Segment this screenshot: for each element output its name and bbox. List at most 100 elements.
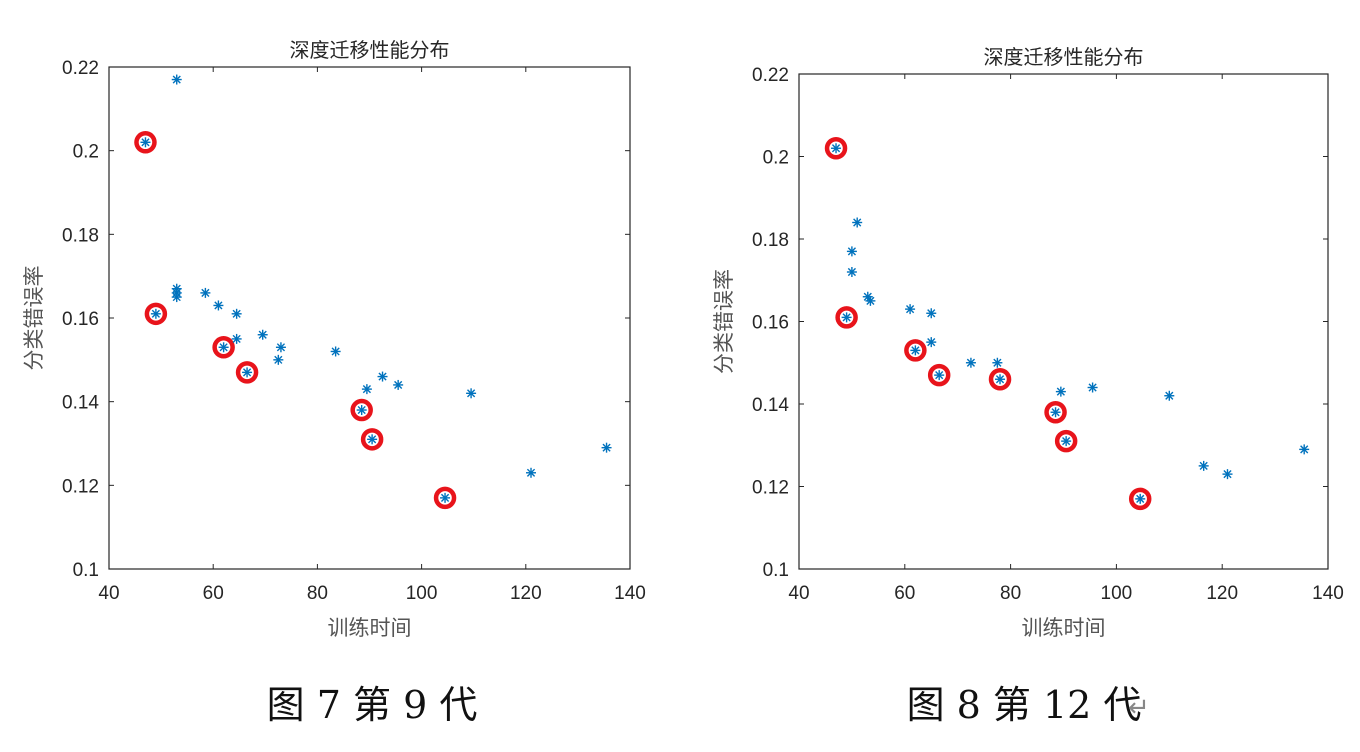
x-tick-label: 100 [1101, 583, 1133, 604]
caption-figure-8: 图 8 第 12 代 [907, 683, 1142, 727]
figure-captions: 图 7 第 9 代 图 8 第 12 代 ↵ [267, 683, 1150, 727]
data-point-asterisk [965, 357, 976, 368]
asterisk-stroke [1062, 437, 1071, 446]
asterisk-stroke [214, 301, 223, 310]
data-point-asterisk [218, 342, 229, 353]
asterisk-stroke [232, 309, 241, 318]
highlight-circle [1128, 487, 1152, 511]
asterisk-stroke [1300, 445, 1309, 454]
x-axis-label: 训练时间 [328, 616, 412, 640]
highlight-circle [350, 398, 373, 422]
data-point-asterisk [466, 388, 477, 399]
data-point-asterisk [1135, 493, 1146, 504]
asterisk-stroke [276, 343, 286, 352]
x-tick-label: 80 [1000, 583, 1021, 604]
data-point-asterisk [1087, 382, 1098, 393]
data-point-asterisk [865, 295, 876, 306]
y-axis-label: 分类错误率 [712, 269, 736, 374]
x-tick-label: 100 [406, 583, 438, 604]
asterisk-stroke [1051, 408, 1060, 417]
asterisk-stroke [368, 435, 377, 444]
y-tick-label: 0.1 [73, 560, 99, 581]
asterisk-stroke [394, 380, 403, 390]
y-tick-label: 0.18 [752, 230, 789, 251]
data-point-asterisk [846, 246, 857, 257]
data-point-asterisk [526, 467, 537, 478]
data-point-asterisk [1222, 469, 1233, 480]
asterisk-stroke [927, 309, 936, 318]
asterisk-stroke [842, 313, 851, 322]
asterisk-stroke [1223, 470, 1232, 479]
asterisk-stroke [378, 372, 387, 381]
asterisk-stroke [440, 493, 450, 502]
highlight-circle [1054, 429, 1078, 453]
asterisk-stroke [927, 338, 936, 347]
asterisk-stroke [1056, 387, 1065, 396]
y-tick-label: 0.16 [752, 313, 789, 334]
data-point-asterisk [934, 370, 945, 381]
plot-frame [798, 73, 1329, 570]
y-tick-label: 0.14 [62, 393, 99, 414]
highlight-circle [904, 339, 927, 362]
asterisk-stroke [602, 443, 611, 452]
asterisk-stroke [1199, 461, 1208, 470]
asterisk-stroke [905, 305, 915, 314]
data-point-asterisk [213, 300, 224, 311]
data-point-asterisk [200, 287, 211, 298]
highlight-circle [927, 363, 951, 387]
asterisk-stroke [995, 375, 1005, 384]
data-point-asterisk [1198, 460, 1209, 471]
highlight-circle [360, 428, 384, 451]
data-point-asterisk [1055, 386, 1066, 397]
data-point-asterisk [910, 345, 921, 356]
y-tick-label: 0.22 [62, 58, 99, 79]
highlight-circle [824, 137, 848, 160]
asterisk-stroke [866, 296, 875, 305]
x-tick-label: 140 [614, 583, 646, 604]
data-point-asterisk [231, 333, 242, 344]
plot-frame [108, 66, 631, 570]
data-point-asterisk [361, 384, 372, 395]
highlight-circle [235, 361, 259, 384]
data-point-asterisk [257, 329, 268, 340]
y-tick-label: 0.12 [752, 478, 789, 499]
data-point-asterisk [852, 217, 863, 228]
data-point-asterisk [330, 346, 341, 357]
return-symbol: ↵ [1128, 693, 1150, 723]
x-tick-label: 120 [510, 583, 542, 604]
asterisk-stroke [274, 355, 283, 364]
highlight-circle [134, 131, 157, 154]
asterisk-stroke [853, 218, 862, 227]
asterisk-stroke [357, 405, 366, 415]
asterisk-stroke [201, 288, 210, 297]
data-point-asterisk [995, 374, 1006, 385]
asterisk-stroke [242, 368, 252, 377]
scatter-chart-gen-9: 40 60 80 100 120 140 0.1 0.12 0.14 0.16 0.18 0.2 0.2… [22, 38, 646, 640]
data-point-asterisk [1050, 407, 1061, 418]
data-point-asterisk [1164, 390, 1175, 401]
asterisk-stroke [258, 330, 267, 339]
data-point-asterisk [273, 354, 284, 365]
data-point-asterisk [1061, 436, 1072, 447]
data-point-asterisk [150, 308, 161, 319]
data-point-asterisk [926, 337, 937, 348]
asterisk-stroke [467, 389, 476, 398]
highlight-circle [144, 302, 168, 326]
data-point-asterisk [1299, 444, 1310, 455]
x-tick-label: 60 [894, 583, 915, 604]
x-tick-label: 80 [307, 583, 328, 604]
data-point-asterisk [356, 405, 367, 416]
x-tick-label: 40 [98, 583, 119, 604]
caption-figure-7: 图 7 第 9 代 [267, 683, 478, 727]
data-point-asterisk [275, 342, 286, 353]
asterisk-stroke [1165, 391, 1174, 400]
data-point-asterisk [992, 357, 1003, 368]
highlight-circle [835, 306, 858, 329]
chart-title: 深度迁移性能分布 [290, 38, 450, 62]
x-tick-label: 140 [1312, 583, 1344, 604]
asterisk-stroke [993, 358, 1002, 367]
y-tick-label: 0.18 [62, 225, 99, 246]
data-point-asterisk [905, 304, 916, 315]
y-tick-label: 0.16 [62, 309, 99, 330]
